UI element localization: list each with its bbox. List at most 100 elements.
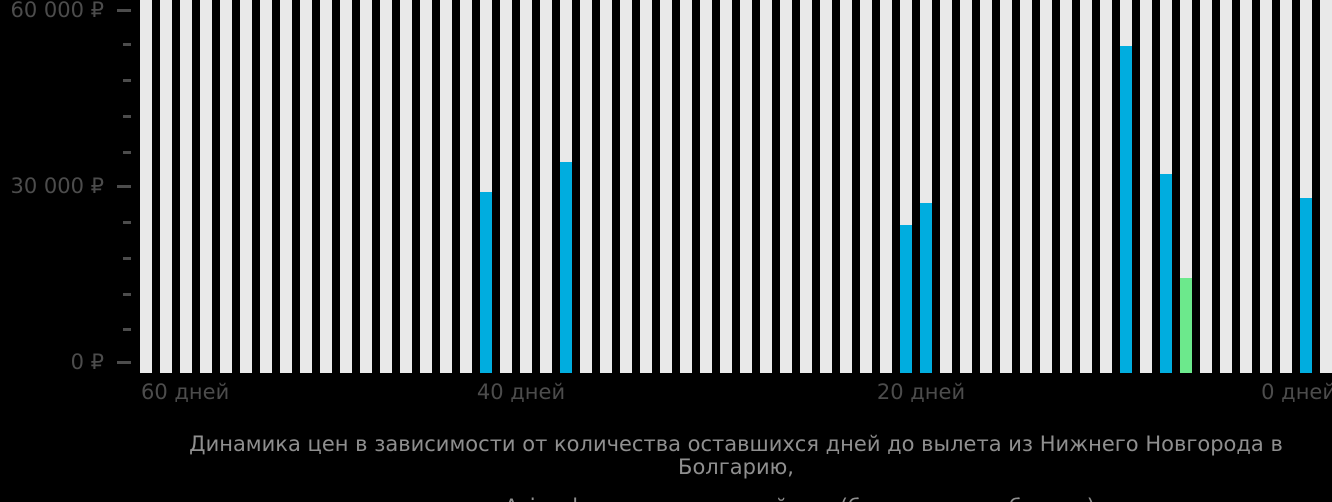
placeholder-bar <box>200 0 212 373</box>
bar-days-5[interactable] <box>1220 0 1232 373</box>
bar-days-28[interactable] <box>760 0 772 373</box>
price-bar <box>1300 198 1312 373</box>
bar-days-46[interactable] <box>400 0 412 373</box>
x-axis-label-40-days: 40 дней <box>476 380 566 404</box>
placeholder-bar <box>680 0 692 373</box>
placeholder-bar <box>360 0 372 373</box>
y-axis-minor-tick <box>123 79 131 82</box>
bar-days-54[interactable] <box>240 0 252 373</box>
bar-days-50[interactable] <box>320 0 332 373</box>
bar-days-42[interactable] <box>480 0 492 373</box>
placeholder-bar <box>340 0 352 373</box>
bar-days-57[interactable] <box>180 0 192 373</box>
bar-days-43[interactable] <box>460 0 472 373</box>
bar-days-36[interactable] <box>600 0 612 373</box>
bar-days-59[interactable] <box>140 0 152 373</box>
bar-days-13[interactable] <box>1060 0 1072 373</box>
bar-days-52[interactable] <box>280 0 292 373</box>
bar-days-14[interactable] <box>1040 0 1052 373</box>
bar-days-15[interactable] <box>1020 0 1032 373</box>
placeholder-bar <box>1280 0 1292 373</box>
placeholder-bar <box>880 0 892 373</box>
bar-days-25[interactable] <box>820 0 832 373</box>
bar-days-55[interactable] <box>220 0 232 373</box>
placeholder-bar <box>1140 0 1152 373</box>
bar-days-20[interactable] <box>920 0 932 373</box>
placeholder-bar <box>620 0 632 373</box>
bar-days-45[interactable] <box>420 0 432 373</box>
bar-days-8[interactable] <box>1160 0 1172 373</box>
bar-days-41[interactable] <box>500 0 512 373</box>
min-price-bar <box>1180 278 1192 373</box>
placeholder-bar <box>1100 0 1112 373</box>
bar-days-39[interactable] <box>540 0 552 373</box>
bar-days-49[interactable] <box>340 0 352 373</box>
bar-days-53[interactable] <box>260 0 272 373</box>
bar-days-40[interactable] <box>520 0 532 373</box>
placeholder-bar <box>600 0 612 373</box>
placeholder-bar <box>540 0 552 373</box>
placeholder-bar <box>1000 0 1012 373</box>
y-axis-major-tick <box>117 361 131 364</box>
bar-days-32[interactable] <box>680 0 692 373</box>
y-axis-major-tick <box>117 185 131 188</box>
bar-days-3[interactable] <box>1260 0 1272 373</box>
bar-days-48[interactable] <box>360 0 372 373</box>
placeholder-bar <box>180 0 192 373</box>
placeholder-bar <box>1240 0 1252 373</box>
placeholder-bar <box>960 0 972 373</box>
bar-days-31[interactable] <box>700 0 712 373</box>
bar-days-30[interactable] <box>720 0 732 373</box>
placeholder-bar <box>1020 0 1032 373</box>
placeholder-bar <box>860 0 872 373</box>
bar-days-11[interactable] <box>1100 0 1112 373</box>
placeholder-bar <box>660 0 672 373</box>
bar-days-19[interactable] <box>940 0 952 373</box>
placeholder-bar <box>320 0 332 373</box>
bar-days-6[interactable] <box>1200 0 1212 373</box>
bar-days-9[interactable] <box>1140 0 1152 373</box>
bar-days-38[interactable] <box>560 0 572 373</box>
placeholder-bar <box>440 0 452 373</box>
bar-days-58[interactable] <box>160 0 172 373</box>
bar-days-24[interactable] <box>840 0 852 373</box>
placeholder-bar <box>1060 0 1072 373</box>
placeholder-bar <box>700 0 712 373</box>
price-bar <box>1160 174 1172 373</box>
placeholder-bar <box>640 0 652 373</box>
bar-days-4[interactable] <box>1240 0 1252 373</box>
y-axis-minor-tick <box>123 221 131 224</box>
bar-days-17[interactable] <box>980 0 992 373</box>
bar-days-1[interactable] <box>1300 0 1312 373</box>
bar-days-26[interactable] <box>800 0 812 373</box>
bar-days-22[interactable] <box>880 0 892 373</box>
bar-days-34[interactable] <box>640 0 652 373</box>
y-axis-label-30000: 30 000 ₽ <box>10 174 104 198</box>
bar-days-0[interactable] <box>1320 0 1332 373</box>
placeholder-bar <box>380 0 392 373</box>
bar-days-27[interactable] <box>780 0 792 373</box>
placeholder-bar <box>820 0 832 373</box>
bar-days-35[interactable] <box>620 0 632 373</box>
bar-days-18[interactable] <box>960 0 972 373</box>
bar-days-21[interactable] <box>900 0 912 373</box>
bar-days-23[interactable] <box>860 0 872 373</box>
bar-days-33[interactable] <box>660 0 672 373</box>
bar-days-29[interactable] <box>740 0 752 373</box>
bar-days-16[interactable] <box>1000 0 1012 373</box>
placeholder-bar <box>1200 0 1212 373</box>
bar-days-44[interactable] <box>440 0 452 373</box>
bar-days-12[interactable] <box>1080 0 1092 373</box>
bar-days-10[interactable] <box>1120 0 1132 373</box>
bar-days-37[interactable] <box>580 0 592 373</box>
bar-days-2[interactable] <box>1280 0 1292 373</box>
placeholder-bar <box>300 0 312 373</box>
bar-days-51[interactable] <box>300 0 312 373</box>
placeholder-bar <box>760 0 772 373</box>
placeholder-bar <box>140 0 152 373</box>
bar-days-7[interactable] <box>1180 0 1192 373</box>
bar-days-47[interactable] <box>380 0 392 373</box>
y-axis-minor-tick <box>123 43 131 46</box>
placeholder-bar <box>280 0 292 373</box>
bar-days-56[interactable] <box>200 0 212 373</box>
